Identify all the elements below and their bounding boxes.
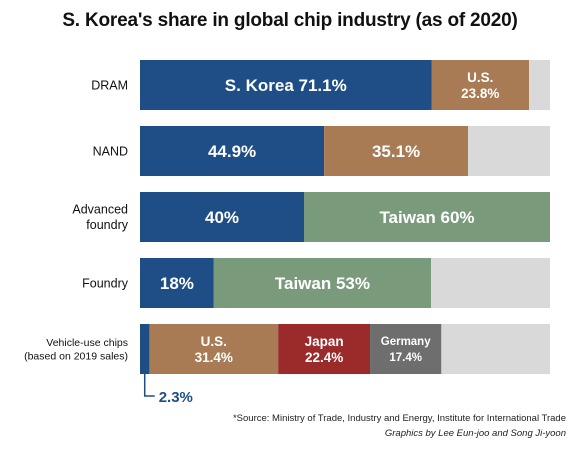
data-label-line: U.S. [467,70,493,85]
data-label-line: 17.4% [389,352,422,364]
data-label-line: Japan [305,334,344,349]
data-label-vehicle-use-chips-based-on-2019-sales-japan: Japan 22.4% [305,334,344,365]
bar-segment-nand-u-s [324,126,468,176]
data-label-vehicle-use-chips-based-on-2019-sales-germany: Germany 17.4% [381,336,431,364]
bar-segment-dram-others [529,60,550,110]
category-label-dram: DRAM [91,78,128,92]
data-label-line: Taiwan 53% [275,274,370,293]
data-label-advanced-foundry-s-korea: 40% [205,208,239,227]
data-label-nand-s-korea: 44.9% [208,142,256,161]
data-label-line: Germany [381,336,431,348]
category-label-advanced-foundry: Advanced foundry [72,203,128,233]
data-label-advanced-foundry-taiwan: Taiwan 60% [379,208,474,227]
bar-segment-dram-s-korea [140,60,432,110]
bar-segment-vehicle-use-chips-based-on-2019-sales-u-s [149,324,279,374]
bar-segment-advanced-foundry-s-korea [140,192,304,242]
data-label-nand-u-s: 35.1% [372,142,420,161]
category-label-line: Advanced [72,203,128,217]
data-label-dram-s-korea: S. Korea 71.1% [225,76,347,95]
data-label-line: 44.9% [208,142,256,161]
bar-segment-nand-others [468,126,550,176]
category-label-line: (based on 2019 sales) [24,350,128,362]
data-label-vehicle-use-chips-based-on-2019-sales-u-s: U.S. 31.4% [195,334,233,365]
callout-leader-line [143,374,155,397]
bar-segment-foundry-taiwan [213,258,432,308]
category-label-nand: NAND [93,144,128,158]
callout-label-vehicle-use-chips-based-on-2019-sales-s-korea: 2.3% [159,389,193,406]
data-label-foundry-s-korea: 18% [160,274,194,293]
category-label-vehicle-use-chips-based-on-2019-sales: Vehicle-use chips (based on 2019 sales) [24,337,128,363]
chart-title: S. Korea's share in global chip industry… [62,10,518,31]
bar-segment-foundry-s-korea [140,258,214,308]
data-label-line: S. Korea 71.1% [225,76,347,95]
data-label-dram-u-s: U.S. 23.8% [461,70,499,101]
graphics-credit: Graphics by Lee Eun-joo and Song Ji-yoon [384,428,566,439]
category-label-line: Vehicle-use chips [46,337,128,349]
bar-segment-dram-u-s [431,60,530,110]
bar-segment-advanced-foundry-taiwan [304,192,550,242]
data-label-line: U.S. [201,334,227,349]
category-label-foundry: Foundry [82,276,129,290]
bar-segment-vehicle-use-chips-based-on-2019-sales-s-korea [140,324,150,374]
category-label-line: Foundry [82,276,129,290]
data-label-foundry-taiwan: Taiwan 53% [275,274,370,293]
data-label-line: 22.4% [305,350,343,365]
data-label-line: 40% [205,208,239,227]
data-label-line: Taiwan 60% [379,208,474,227]
data-label-line: 23.8% [461,86,499,101]
category-label-line: foundry [86,218,128,232]
bar-segment-vehicle-use-chips-based-on-2019-sales-others [441,324,550,374]
data-label-line: 31.4% [195,350,233,365]
data-label-line: 18% [160,274,194,293]
bar-segment-vehicle-use-chips-based-on-2019-sales-germany [370,324,442,374]
bar-segment-foundry-others [431,258,550,308]
bar-segment-vehicle-use-chips-based-on-2019-sales-japan [278,324,371,374]
data-label-line: 35.1% [372,142,420,161]
bar-segment-nand-s-korea [140,126,325,176]
category-label-line: NAND [93,144,128,158]
source-note: *Source: Ministry of Trade, Industry and… [232,413,566,424]
category-label-line: DRAM [91,78,128,92]
